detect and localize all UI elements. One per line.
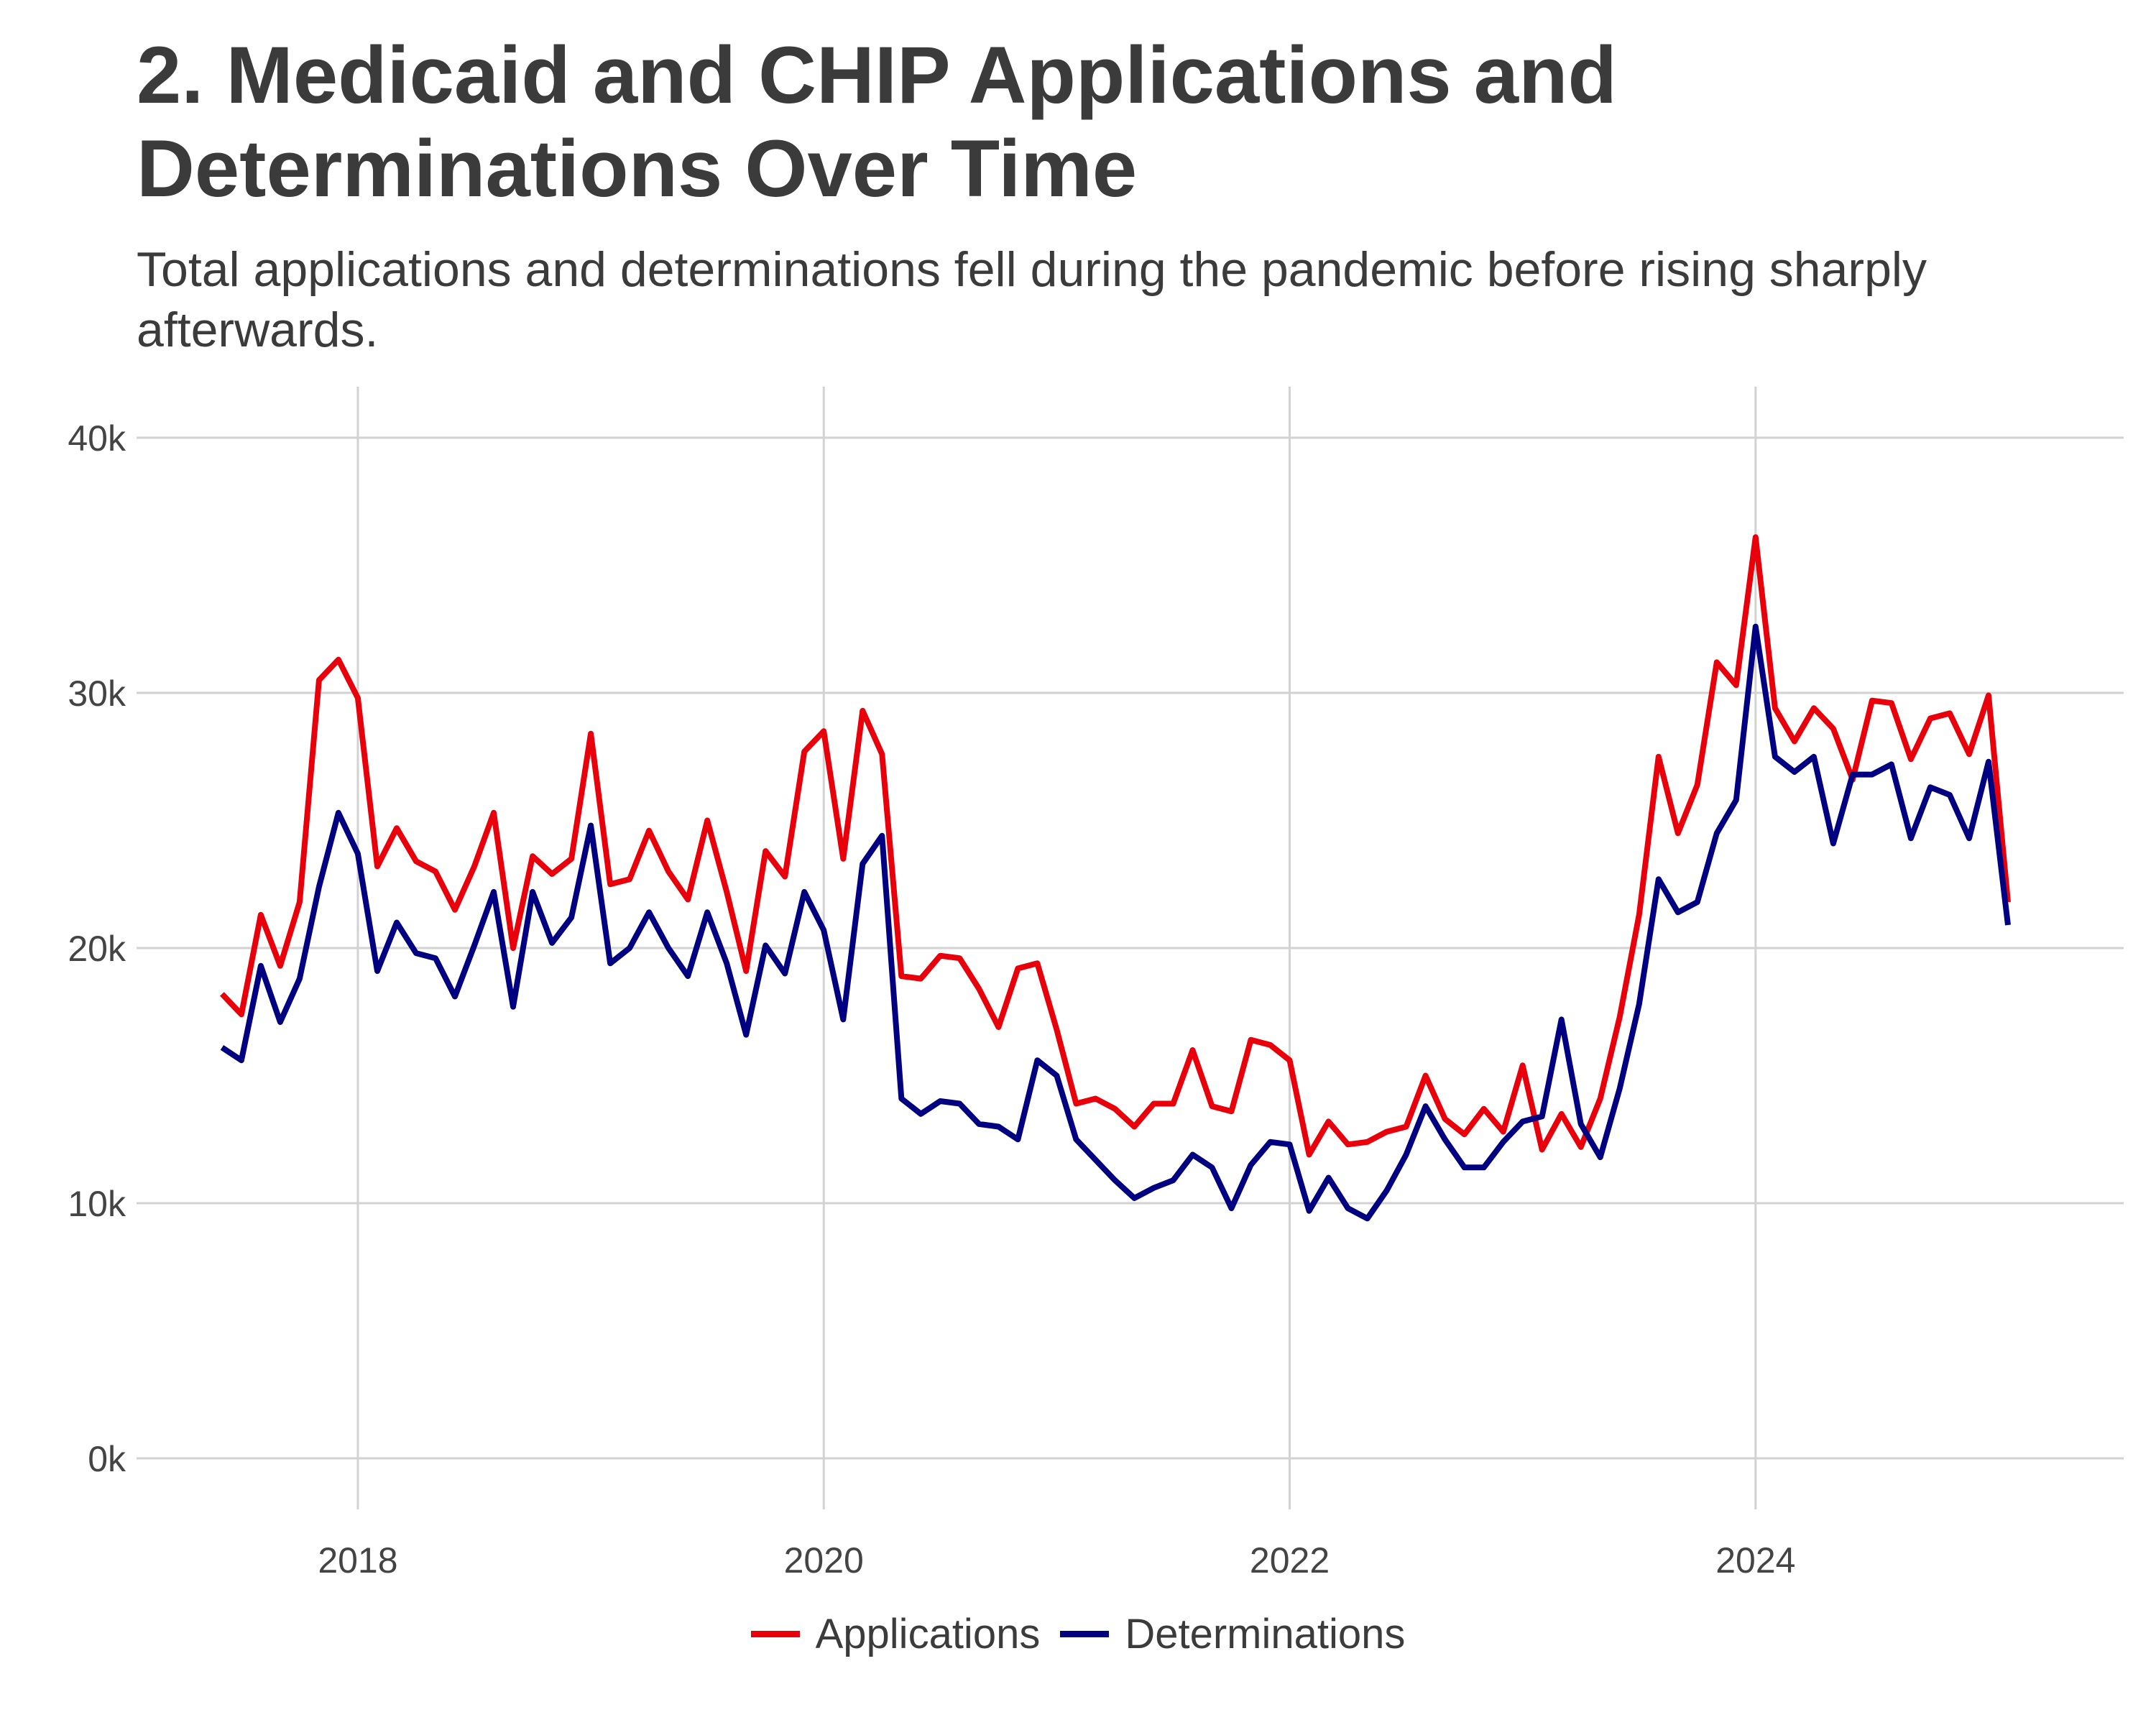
legend-label-applications: Applications [815,1611,1041,1657]
y-tick-label: 30k [68,673,126,714]
series-line-applications [220,534,2011,1158]
y-tick-label: 40k [68,418,126,459]
grid-lines [137,387,2124,1509]
legend-key-applications [750,1631,800,1637]
y-tick-label: 10k [68,1184,126,1224]
legend-label-determinations: Determinations [1125,1611,1406,1657]
chart-subtitle: Total applications and determinations fe… [137,242,1927,357]
chart-title: 2. Medicaid and CHIP Applications and De… [137,30,1617,213]
x-tick-label: 2022 [1250,1540,1330,1581]
y-tick-label: 0k [88,1439,126,1479]
x-tick-label: 2020 [784,1540,864,1581]
x-axis: 2018 2020 2022 2024 [318,1540,1795,1581]
x-tick-label: 2024 [1715,1540,1795,1581]
series-line-determinations [220,623,2011,1222]
legend-item-applications: Applications [750,1610,1041,1658]
y-axis: 0k 10k 20k 30k 40k [68,418,126,1479]
legend: Applications Determinations [0,1610,2156,1658]
legend-item-determinations: Determinations [1060,1610,1405,1658]
series-lines [220,534,2011,1222]
x-tick-label: 2018 [318,1540,397,1581]
legend-key-determinations [1060,1631,1110,1637]
y-tick-label: 20k [68,929,126,969]
